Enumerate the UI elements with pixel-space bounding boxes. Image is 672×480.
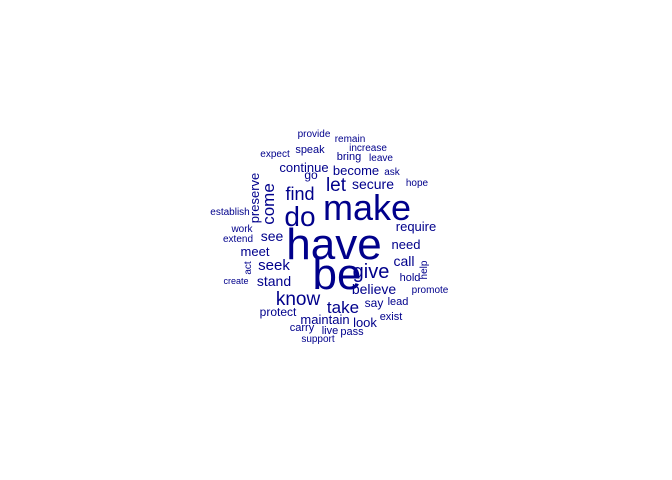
cloud-word-look: look [353, 315, 377, 330]
cloud-word-promote: promote [412, 285, 449, 296]
cloud-word-act: act [243, 261, 254, 275]
cloud-word-secure: secure [352, 176, 394, 192]
cloud-word-come: come [259, 183, 278, 225]
cloud-word-expect: expect [260, 149, 290, 160]
cloud-word-protect: protect [260, 305, 297, 319]
cloud-word-see: see [261, 228, 284, 244]
cloud-word-increase: increase [349, 143, 387, 154]
cloud-word-work: work [230, 224, 253, 235]
cloud-word-provide: provide [298, 129, 331, 140]
cloud-word-do: do [284, 201, 315, 232]
cloud-word-establish: establish [210, 207, 249, 218]
cloud-word-exist: exist [380, 311, 403, 323]
cloud-word-carry: carry [290, 322, 315, 334]
cloud-word-be: be [313, 250, 362, 299]
cloud-word-know: know [276, 289, 321, 310]
cloud-word-remain: remain [335, 134, 366, 145]
cloud-word-bring: bring [337, 151, 361, 163]
cloud-word-extend: extend [223, 234, 253, 245]
cloud-word-continue: continue [279, 160, 328, 175]
cloud-word-hold: hold [400, 272, 421, 284]
cloud-word-live: live [322, 325, 339, 337]
cloud-word-leave: leave [369, 153, 393, 164]
cloud-word-lead: lead [388, 296, 409, 308]
cloud-word-create: create [223, 276, 248, 286]
cloud-word-believe: believe [352, 281, 397, 297]
cloud-word-make: make [323, 187, 411, 228]
cloud-word-take: take [327, 298, 359, 317]
cloud-word-speak: speak [295, 144, 325, 156]
cloud-word-call: call [393, 253, 414, 269]
cloud-word-need: need [392, 237, 421, 252]
cloud-word-stand: stand [257, 273, 291, 289]
cloud-word-give: give [353, 261, 390, 283]
cloud-word-seek: seek [258, 257, 290, 274]
cloud-word-require: require [396, 219, 436, 234]
cloud-word-help: help [419, 260, 430, 279]
cloud-word-let: let [326, 175, 347, 196]
cloud-word-maintain: maintain [300, 312, 349, 327]
cloud-word-meet: meet [241, 244, 270, 259]
cloud-word-become: become [333, 163, 379, 178]
cloud-word-support: support [301, 334, 335, 345]
cloud-word-hope: hope [406, 178, 429, 189]
cloud-word-pass: pass [340, 326, 364, 338]
cloud-word-find: find [285, 184, 314, 204]
cloud-word-say: say [365, 296, 384, 310]
cloud-word-go: go [304, 168, 318, 182]
cloud-word-have: have [286, 220, 381, 269]
cloud-word-preserve: preserve [247, 173, 262, 224]
cloud-word-ask: ask [384, 167, 401, 178]
